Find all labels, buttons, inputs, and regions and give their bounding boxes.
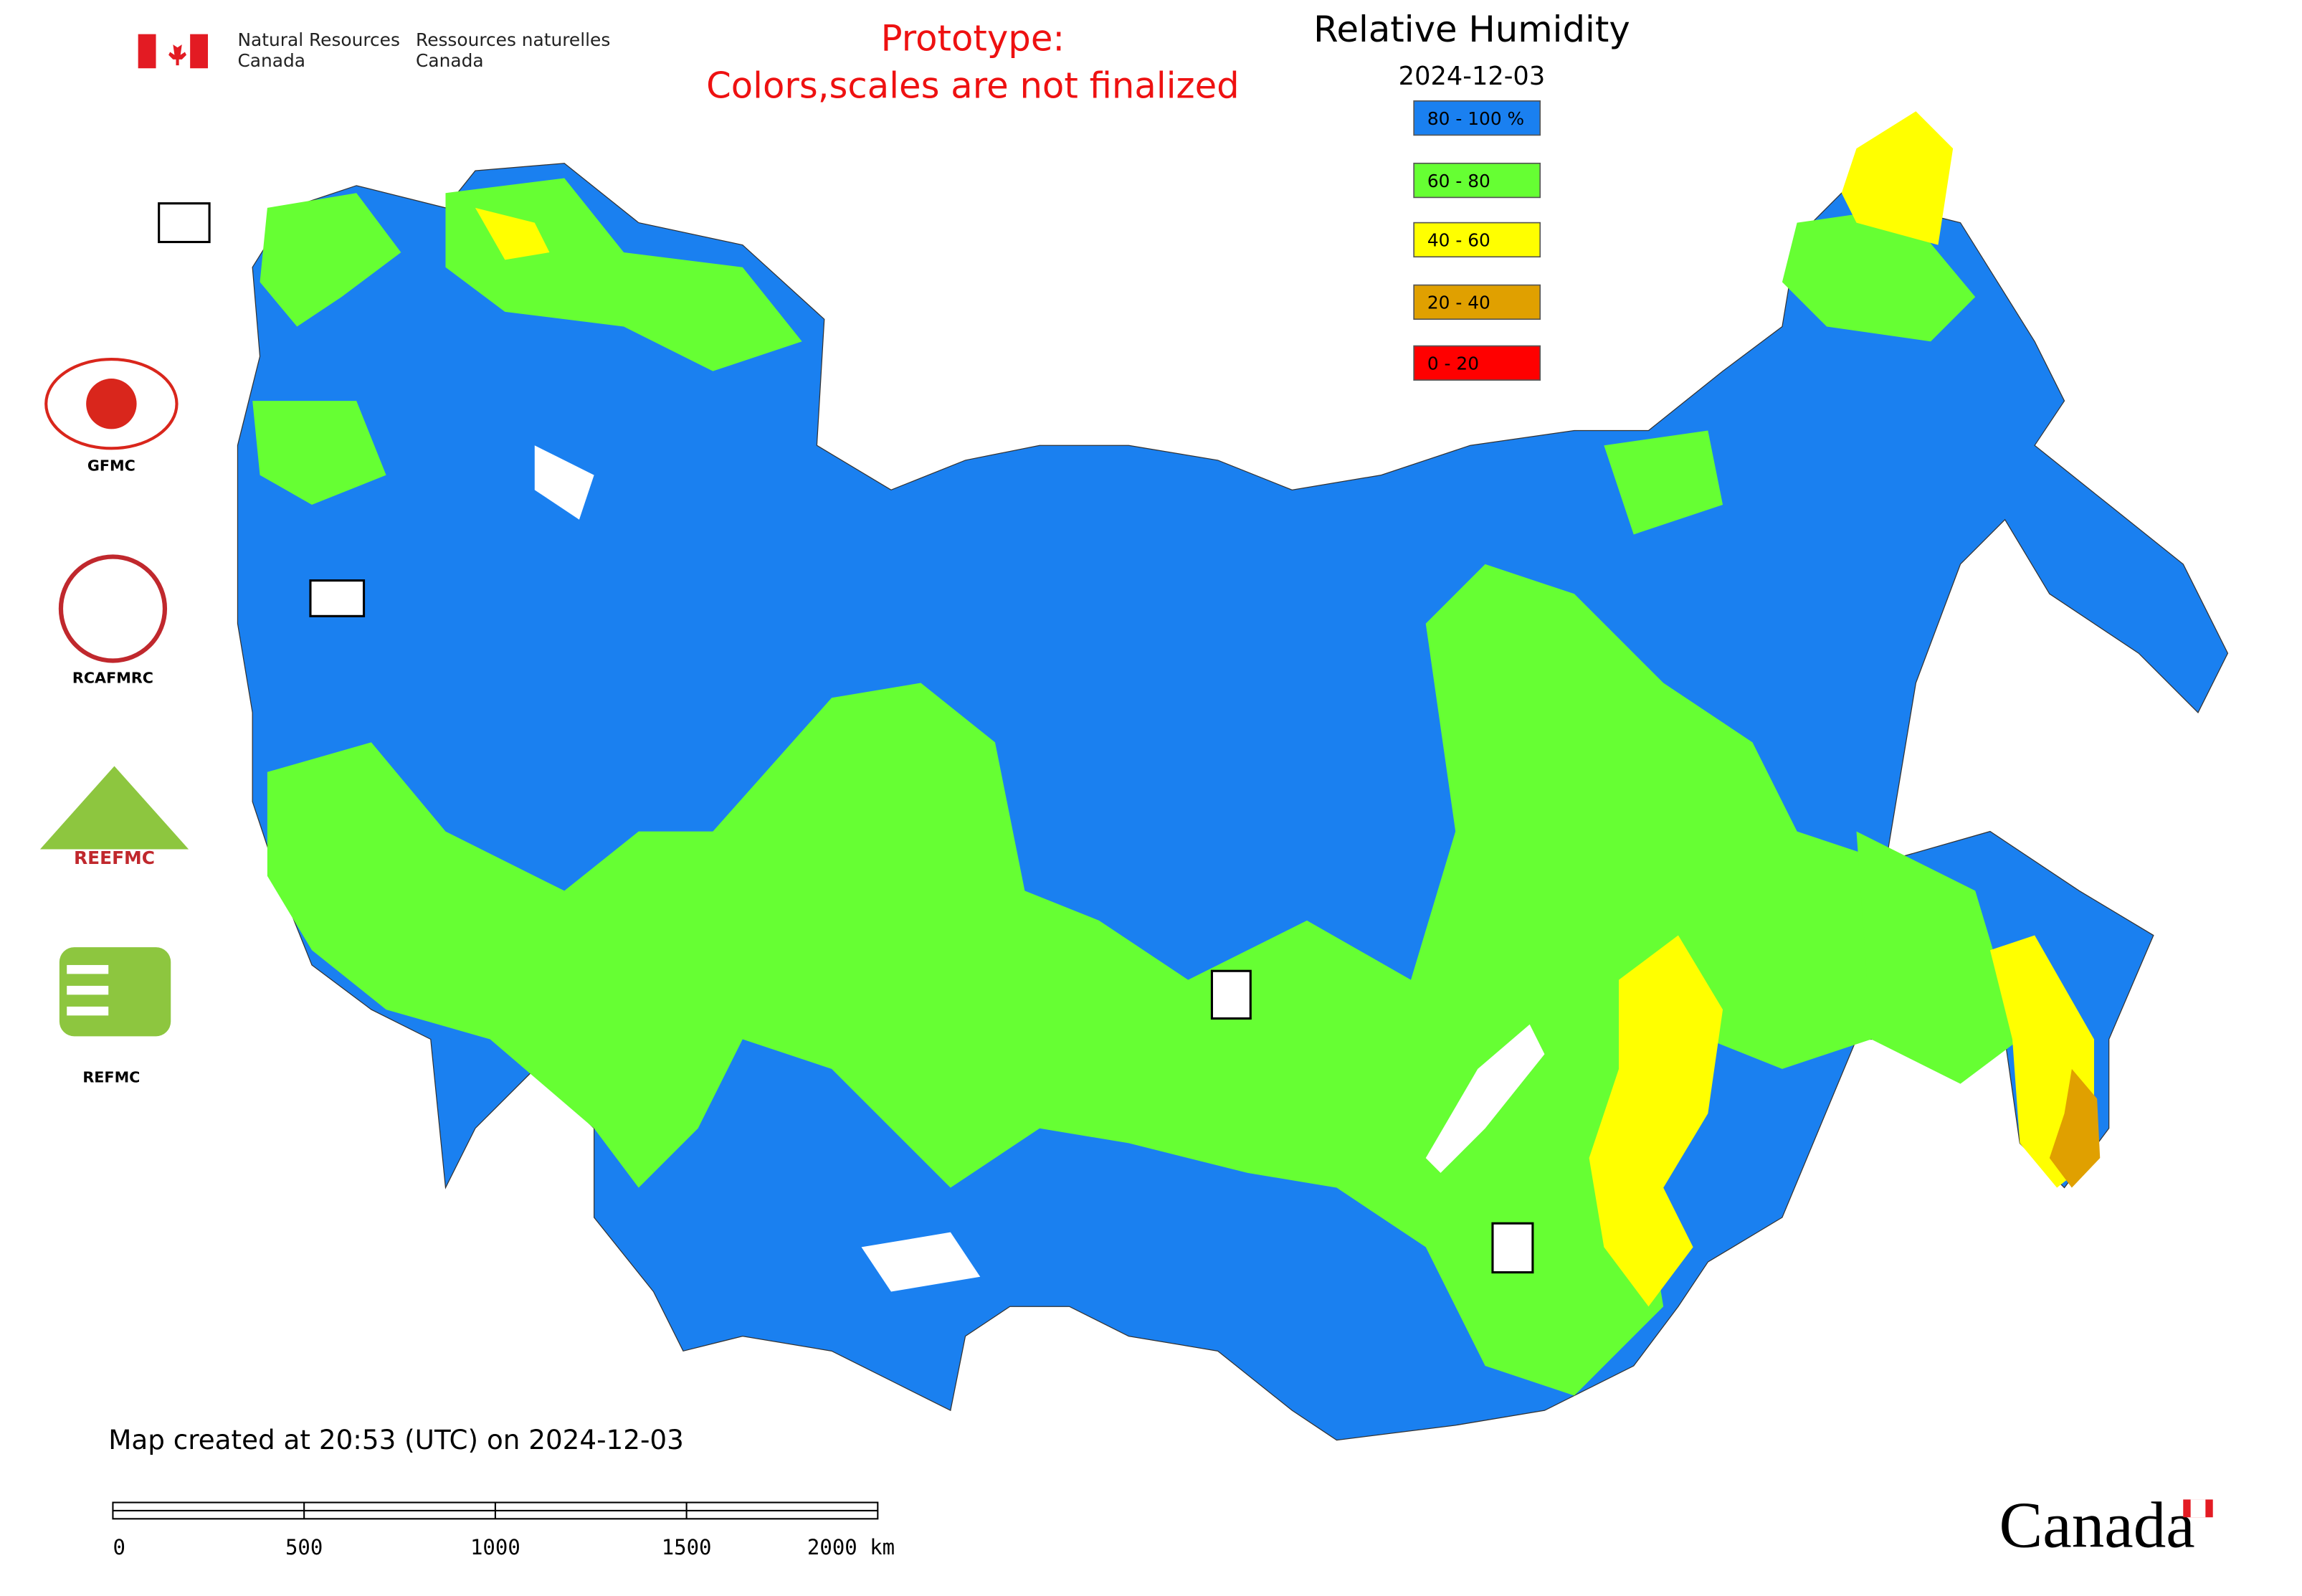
legend-label: 20 - 40: [1427, 293, 1490, 313]
legend-swatch: [1413, 284, 1541, 320]
logo-label: REFMC: [82, 1069, 140, 1086]
wordmark-flag: [2190, 1499, 2206, 1518]
agency-text: Natural Resources: [237, 29, 399, 50]
logo-rcafmrc: [58, 554, 168, 663]
legend-label: 60 - 80: [1427, 171, 1490, 191]
marker-logo: [1210, 969, 1252, 1020]
scale-label: 2000 km: [807, 1535, 895, 1559]
partner-logos: GFMC RCAFMRC REEFMC REFMC: [39, 358, 189, 1086]
flag-bar: [138, 34, 156, 69]
logo-refmc: [67, 1006, 109, 1016]
logo-refmc: [67, 985, 109, 995]
lake: [1425, 1024, 1545, 1173]
lakes: [534, 445, 1545, 1292]
notice: Prototype:: [881, 17, 1065, 59]
canada-wordmark: Canada: [1999, 1489, 2194, 1562]
legend: 80 - 100 % 60 - 80 40 - 60 20 - 40 0 - 20: [1413, 100, 1541, 381]
agency-text: Ressources naturelles: [416, 29, 610, 50]
logo-gfmc: [44, 358, 179, 450]
lake: [861, 1232, 981, 1292]
lake: [534, 445, 594, 520]
scale-label: 0: [113, 1535, 125, 1559]
agency-text: Canada: [416, 50, 484, 71]
logo-reefmc: [39, 766, 189, 850]
land-region: [2049, 1068, 2101, 1188]
flag-bar: [190, 34, 209, 69]
legend-swatch: [1413, 162, 1541, 199]
land-region: [267, 564, 1931, 1396]
legend-label: 0 - 20: [1427, 353, 1479, 374]
marker-logo: [158, 202, 211, 244]
map: [237, 111, 2229, 1441]
flag-leaf: [168, 38, 186, 66]
scale-label: 500: [285, 1535, 323, 1559]
notice: Colors,scales are not finalized: [706, 65, 1240, 107]
land-region: [475, 111, 2094, 1307]
marker-logo: [1491, 1222, 1534, 1274]
agency-text: Canada: [237, 50, 305, 71]
logo-label: REEFMC: [74, 847, 155, 868]
logo-refmc: [67, 964, 109, 974]
land-region: [252, 178, 2020, 1084]
scale-label: 1000: [470, 1535, 520, 1559]
map-created: Map created at 20:53 (UTC) on 2024-12-03: [108, 1424, 684, 1455]
logo-label: GFMC: [87, 457, 135, 474]
legend-swatch: [1413, 100, 1541, 136]
legend-title: Relative Humidity: [1313, 9, 1630, 50]
legend-swatch: [1413, 222, 1541, 258]
marker-logo: [309, 579, 366, 617]
agency-signature: Natural Resources Canada Ressources natu…: [138, 29, 610, 71]
map-markers: [158, 202, 1534, 1274]
legend-date: 2024-12-03: [1399, 62, 1546, 91]
legend-label: 80 - 100 %: [1427, 108, 1524, 129]
legend-label: 40 - 60: [1427, 230, 1490, 251]
land-region: [237, 163, 2229, 1441]
legend-swatch: [1413, 345, 1541, 381]
scale-bar: 0 500 1000 1500 2000 km: [112, 1501, 895, 1559]
logo-label: RCAFMRC: [72, 670, 153, 687]
scale-label: 1500: [662, 1535, 712, 1559]
logo-gfmc: [86, 379, 137, 429]
